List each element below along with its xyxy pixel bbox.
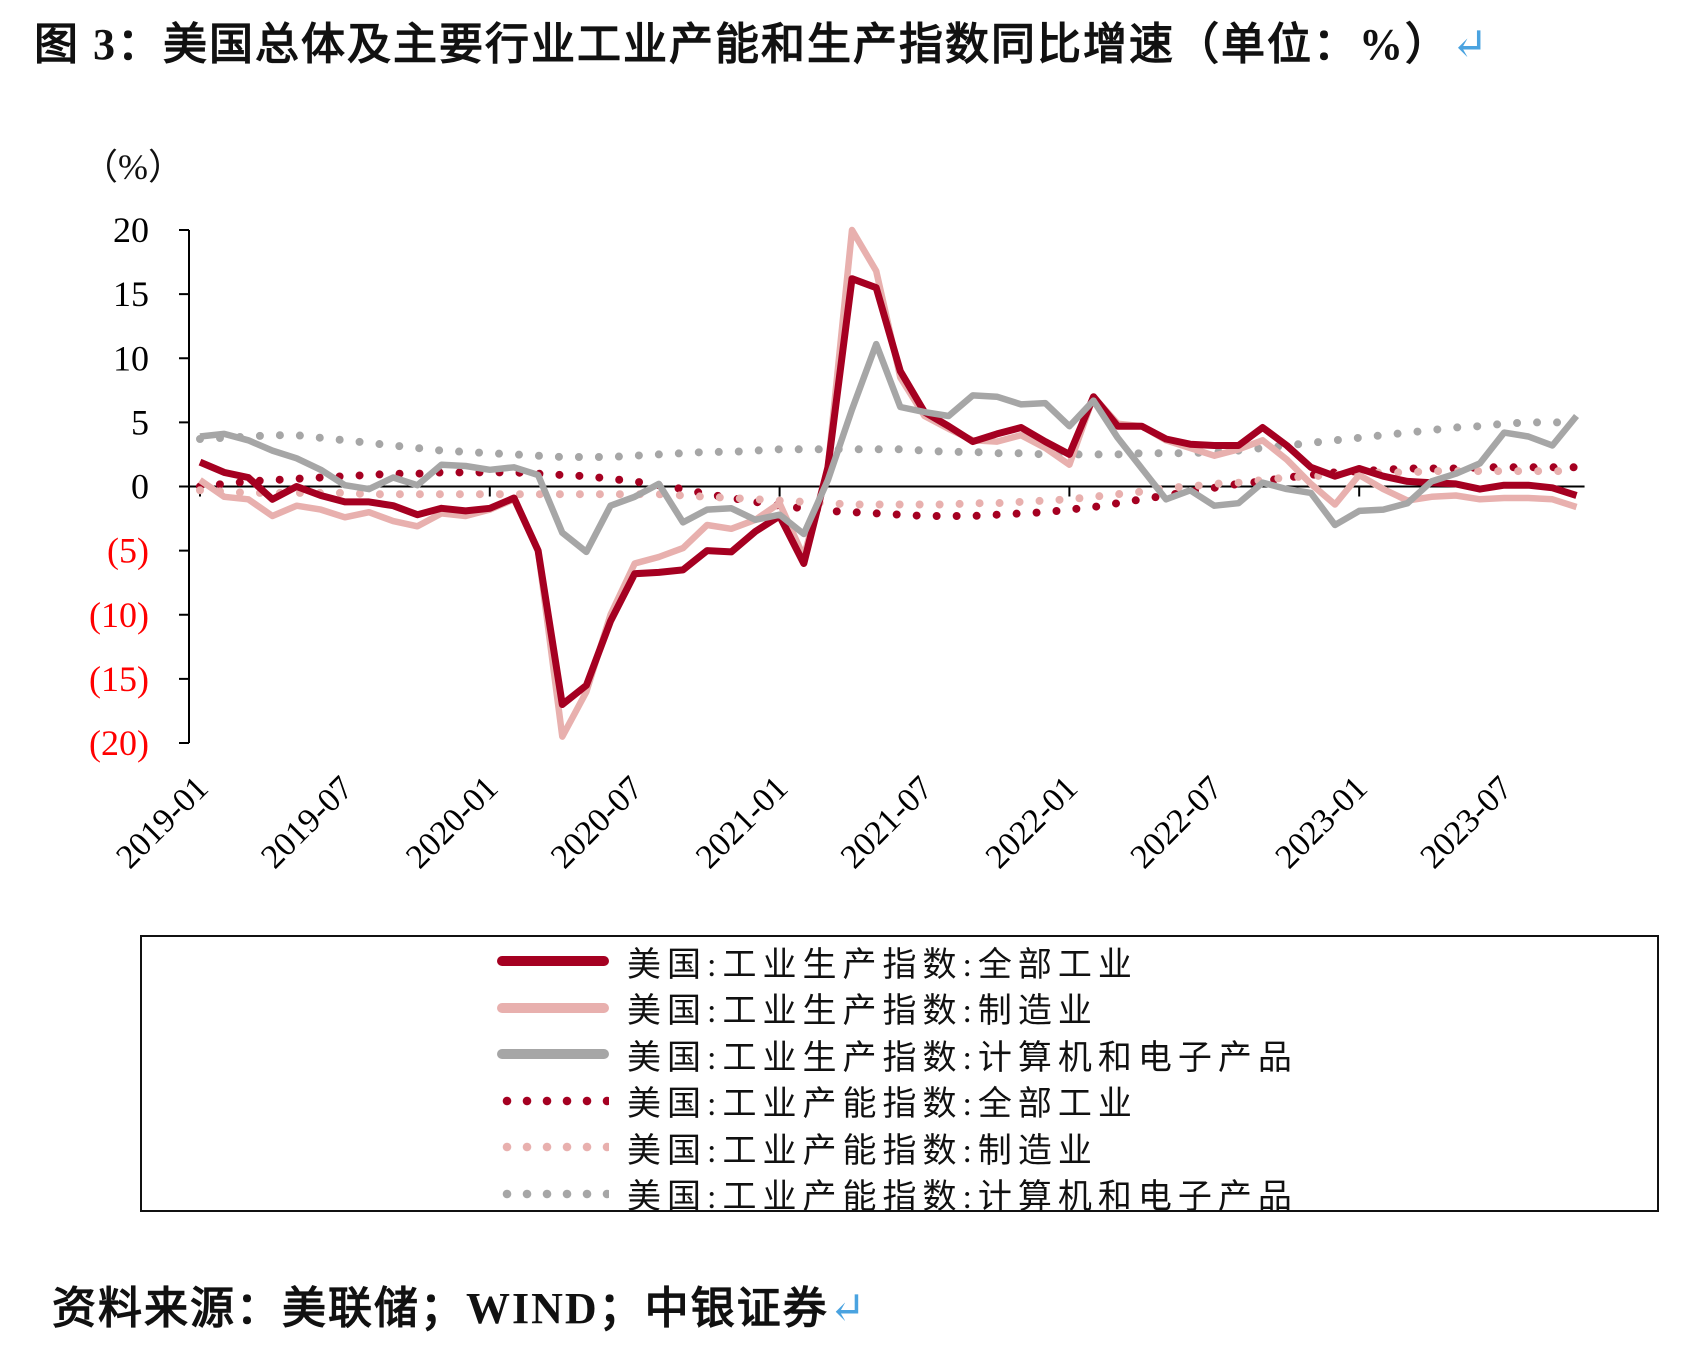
x-tick-label: 2022-01 [979, 769, 1085, 875]
legend-swatch [497, 956, 609, 966]
y-tick-label: 20 [113, 210, 149, 250]
series-line-6 [196, 418, 1581, 461]
legend-swatch [497, 1095, 609, 1106]
legend-item: 美国:工业产能指数:全部工业 [497, 1079, 1138, 1123]
paragraph-mark-icon: ↵ [828, 1284, 868, 1333]
legend-swatch [497, 1188, 609, 1199]
source-note: 资料来源：美联储；WIND；中银证券↵ [52, 1272, 868, 1336]
legend: 美国:工业生产指数:全部工业 美国:工业生产指数:制造业美国:工业生产指数:计算机… [140, 935, 1659, 1216]
y-tick-label: 15 [113, 274, 149, 314]
legend-label: 美国:工业产能指数:制造业 [627, 1132, 1098, 1170]
legend-label: 美国:工业生产指数:计算机和电子产品 [627, 1039, 1298, 1077]
y-tick-label: 5 [131, 402, 149, 442]
y-tick-label: (10) [89, 595, 149, 635]
legend-item: 美国:工业生产指数:制造业 [497, 986, 1098, 1030]
legend-item: 美国:工业生产指数:计算机和电子产品 [497, 1032, 1298, 1077]
y-tick-label: (5) [107, 531, 149, 571]
y-tick-label: 0 [131, 467, 149, 507]
legend-label: 美国:工业产能指数:全部工业 [627, 1086, 1138, 1123]
legend-label: 美国:工业生产指数:制造业 [627, 993, 1098, 1030]
x-tick-label: 2020-01 [399, 769, 505, 875]
legend-item: 美国:工业产能指数:计算机和电子产品 [497, 1172, 1298, 1216]
legend-item: 美国:工业生产指数:全部工业 [497, 939, 1138, 984]
x-tick-label: 2023-01 [1269, 769, 1375, 875]
x-tick-label: 2022-07 [1124, 769, 1230, 875]
x-tick-label: 2023-07 [1413, 769, 1519, 875]
x-tick-label: 2021-01 [689, 769, 795, 875]
legend-item: 美国:工业产能指数:制造业 [497, 1125, 1098, 1170]
paragraph-mark-icon: ↵ [1451, 20, 1490, 69]
figure-title: 图 3：美国总体及主要行业工业产能和生产指数同比增速（单位：%）↵ [34, 8, 1490, 72]
x-tick-label: 2019-07 [254, 769, 360, 875]
legend-swatch [497, 1049, 609, 1059]
y-axis-unit-label: （%） [82, 147, 184, 187]
x-tick-label: 2021-07 [834, 769, 940, 875]
legend-label: 美国:工业产能指数:计算机和电子产品 [627, 1179, 1298, 1216]
legend-swatch [497, 1002, 609, 1013]
y-tick-label: 10 [113, 338, 149, 378]
legend-swatch [497, 1142, 609, 1152]
series-line-3 [199, 340, 1580, 556]
figure-title-text: 图 3：美国总体及主要行业工业产能和生产指数同比增速（单位：%） [34, 20, 1451, 69]
y-tick-label: (15) [89, 659, 149, 699]
x-tick-label: 2019-01 [109, 769, 215, 875]
line-chart: 20 15 10 5 0 (5) (10) (15) (20) 2019-01 2019-07 202… [89, 210, 1585, 876]
y-tick-label: (20) [89, 723, 149, 763]
legend-label: 美国:工业生产指数:全部工业 [627, 946, 1138, 984]
series-line-1 [198, 275, 1578, 708]
source-text: 资料来源：美联储；WIND；中银证券 [52, 1284, 829, 1333]
x-tick-label: 2020-07 [544, 769, 650, 875]
series-line-5 [196, 467, 1581, 509]
